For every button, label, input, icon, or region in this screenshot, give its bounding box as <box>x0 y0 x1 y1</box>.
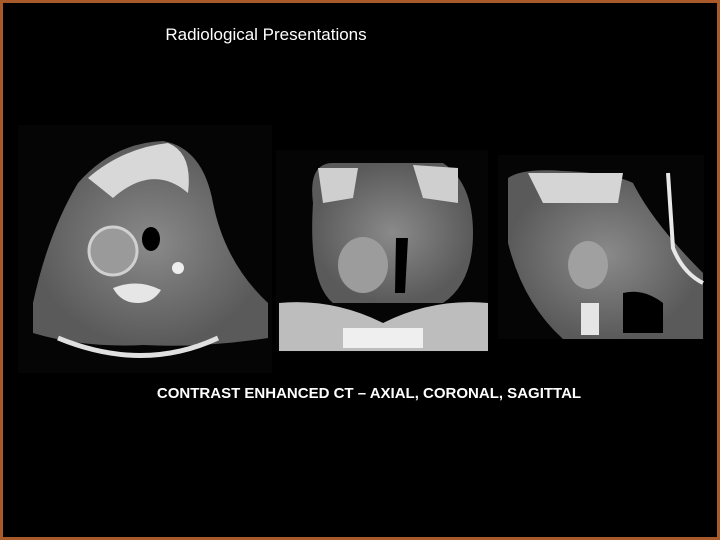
slide-caption: CONTRAST ENHANCED CT – AXIAL, CORONAL, S… <box>156 385 582 402</box>
slide-title: Radiological Presentations <box>165 25 367 44</box>
sagittal-ct-image <box>498 155 704 339</box>
coronal-ct-image <box>276 150 488 352</box>
axial-ct-image <box>18 125 272 373</box>
ct-images <box>18 125 704 373</box>
